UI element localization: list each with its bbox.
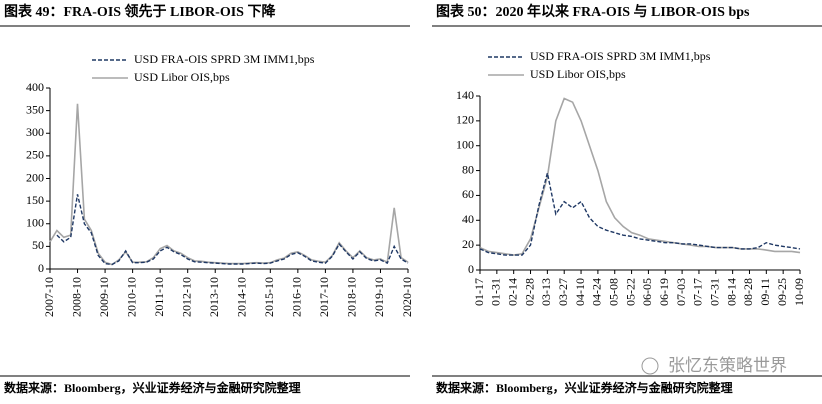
x-tick-label: 2008-10 — [69, 277, 83, 317]
watermark: 张忆东策略世界 — [668, 356, 787, 376]
x-tick-label: 09-25 — [775, 278, 789, 306]
x-tick-label: 08-14 — [724, 278, 738, 306]
y-tick-label: 50 — [32, 238, 44, 252]
y-tick-label: 100 — [456, 137, 474, 151]
x-tick-label: 07-03 — [674, 278, 688, 306]
x-tick-label: 05-08 — [606, 278, 620, 306]
x-tick-label: 01-17 — [472, 278, 486, 306]
x-tick-label: 2013-10 — [207, 277, 221, 317]
y-tick-label: 140 — [456, 88, 474, 102]
x-tick-label: 2007-10 — [42, 277, 56, 317]
series-line — [49, 103, 409, 266]
chart-title: 图表 49：FRA-OIS 领先于 LIBOR-OIS 下降 — [4, 3, 276, 20]
x-tick-label: 04-10 — [573, 278, 587, 306]
y-tick-label: 350 — [26, 102, 44, 116]
y-tick-label: 40 — [462, 212, 474, 226]
y-tick-label: 250 — [26, 148, 44, 162]
y-tick-label: 400 — [26, 80, 44, 94]
x-tick-label: 02-14 — [505, 278, 519, 306]
x-tick-label: 2017-10 — [317, 277, 331, 317]
y-tick-label: 0 — [468, 262, 474, 276]
x-tick-label: 2020-10 — [400, 277, 414, 317]
legend-label: USD FRA-OIS SPRD 3M IMM1,bps — [530, 49, 711, 63]
y-tick-label: 20 — [462, 237, 474, 251]
source: 数据来源：Bloomberg，兴业证券经济与金融研究院整理 — [4, 380, 301, 395]
x-tick-label: 06-05 — [640, 278, 654, 306]
x-tick-label: 2019-10 — [372, 277, 386, 317]
x-tick-label: 07-31 — [708, 278, 722, 306]
y-tick-label: 0 — [38, 261, 44, 275]
y-tick-label: 100 — [26, 216, 44, 230]
x-tick-label: 01-31 — [489, 278, 503, 306]
x-tick-label: 2011-10 — [152, 277, 166, 317]
x-tick-label: 07-17 — [691, 278, 705, 306]
legend-label: USD FRA-OIS SPRD 3M IMM1,bps — [134, 52, 315, 66]
y-tick-label: 80 — [462, 162, 474, 176]
x-tick-label: 10-09 — [792, 278, 806, 306]
chart-title: 图表 50：2020 年以来 FRA-OIS 与 LIBOR-OIS bps — [436, 3, 750, 20]
x-tick-label: 05-22 — [623, 278, 637, 306]
x-tick-label: 2016-10 — [290, 277, 304, 317]
x-tick-label: 2012-10 — [179, 277, 193, 317]
source: 数据来源：Bloomberg，兴业证券经济与金融研究院整理 — [436, 380, 733, 395]
x-tick-label: 04-24 — [590, 278, 604, 306]
x-tick-label: 09-11 — [758, 278, 772, 306]
x-tick-label: 2015-10 — [262, 277, 276, 317]
x-tick-label: 08-28 — [741, 278, 755, 306]
series-line — [479, 97, 801, 256]
legend-label: USD Libor OIS,bps — [530, 67, 626, 81]
x-tick-label: 2018-10 — [345, 277, 359, 317]
x-tick-label: 2014-10 — [235, 277, 249, 317]
x-tick-label: 03-27 — [556, 278, 570, 306]
series-line — [479, 172, 801, 256]
x-tick-label: 03-13 — [539, 278, 553, 306]
x-tick-label: 02-28 — [522, 278, 536, 306]
legend-label: USD Libor OIS,bps — [134, 70, 230, 84]
series-line — [56, 194, 409, 266]
x-tick-label: 2010-10 — [124, 277, 138, 317]
y-tick-label: 120 — [456, 113, 474, 127]
y-tick-label: 300 — [26, 125, 44, 139]
x-tick-label: 2009-10 — [97, 277, 111, 317]
x-tick-label: 06-19 — [657, 278, 671, 306]
y-tick-label: 60 — [462, 187, 474, 201]
y-tick-label: 150 — [26, 193, 44, 207]
y-tick-label: 200 — [26, 170, 44, 184]
watermark-icon — [641, 357, 659, 375]
